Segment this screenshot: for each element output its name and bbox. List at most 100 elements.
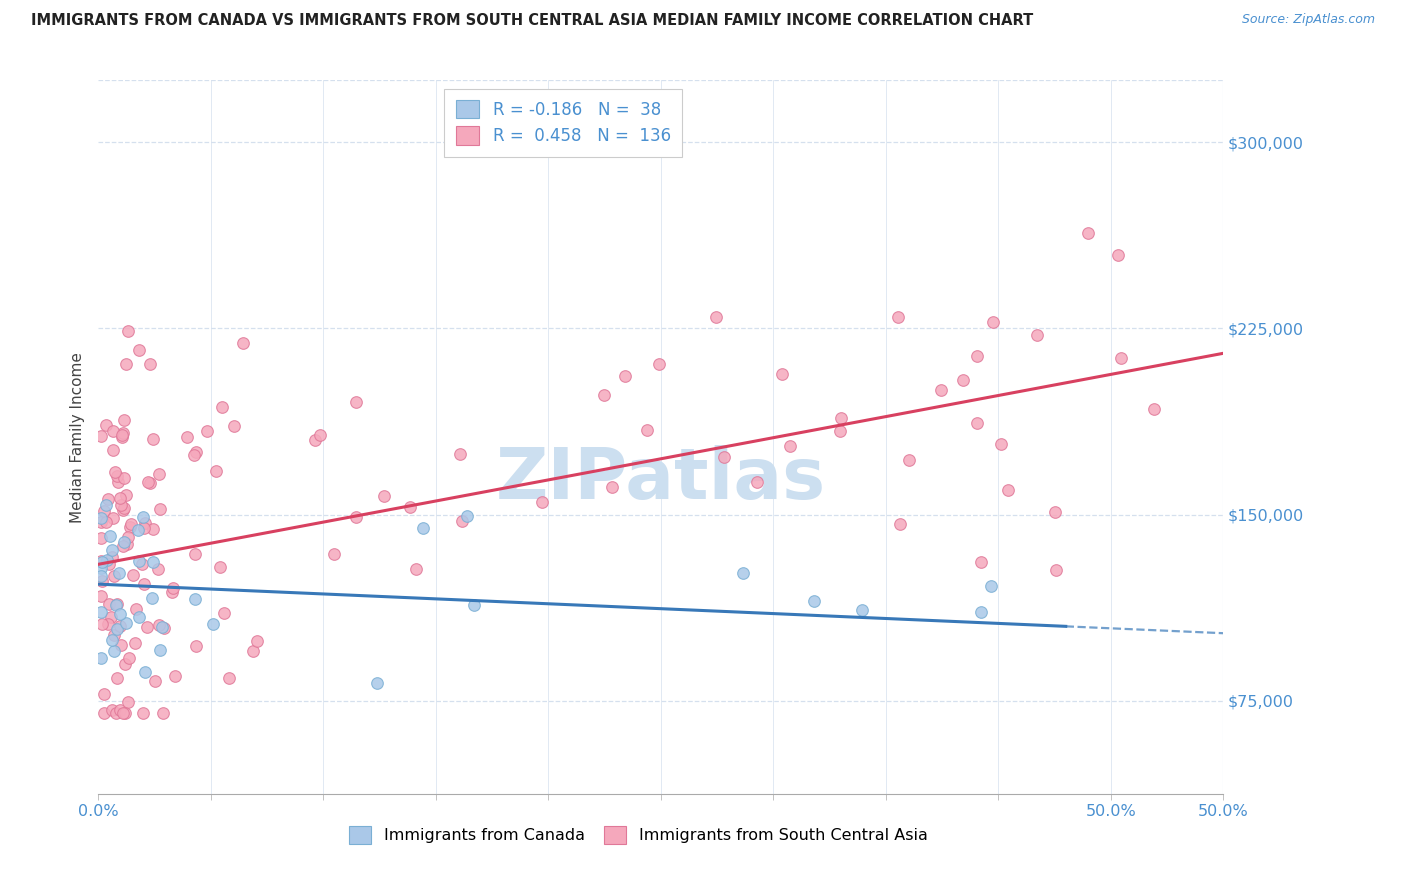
Point	[1142, 401, 1164, 416]
Point	[981, 315, 1004, 329]
Point	[96, 553, 118, 567]
Point	[1025, 327, 1047, 342]
Point	[195, 424, 218, 438]
Point	[412, 520, 434, 534]
Point	[90, 651, 112, 665]
Point	[304, 433, 326, 447]
Point	[90, 515, 112, 529]
Point	[97, 617, 120, 632]
Point	[323, 547, 346, 561]
Point	[96, 417, 118, 432]
Point	[713, 450, 735, 465]
Point	[770, 367, 793, 381]
Point	[90, 574, 112, 589]
Point	[246, 633, 269, 648]
Point	[132, 510, 155, 524]
Point	[105, 598, 128, 612]
Point	[830, 424, 852, 438]
Point	[889, 516, 911, 531]
Point	[134, 665, 156, 679]
Point	[115, 537, 138, 551]
Point	[224, 419, 246, 434]
Point	[344, 510, 367, 524]
Point	[112, 413, 135, 427]
Point	[648, 358, 671, 372]
Point	[117, 651, 139, 665]
Point	[101, 550, 124, 565]
Point	[211, 400, 233, 414]
Point	[98, 557, 121, 571]
Point	[112, 471, 135, 485]
Point	[101, 632, 124, 647]
Point	[593, 388, 616, 402]
Y-axis label: Median Family Income: Median Family Income	[69, 351, 84, 523]
Point	[90, 511, 112, 525]
Point	[731, 566, 754, 580]
Point	[132, 706, 155, 721]
Point	[980, 579, 1002, 593]
Point	[124, 636, 146, 650]
Point	[103, 442, 125, 457]
Point	[93, 503, 115, 517]
Point	[704, 310, 727, 324]
Point	[232, 336, 254, 351]
Point	[103, 569, 125, 583]
Point	[1109, 351, 1132, 365]
Point	[366, 675, 388, 690]
Point	[112, 501, 135, 516]
Point	[90, 556, 112, 570]
Point	[308, 428, 330, 442]
Point	[214, 607, 236, 621]
Point	[134, 516, 156, 530]
Point	[117, 530, 139, 544]
Point	[898, 452, 921, 467]
Point	[127, 524, 149, 538]
Point	[98, 597, 121, 611]
Point	[108, 491, 131, 505]
Point	[149, 643, 172, 657]
Point	[120, 516, 142, 531]
Point	[530, 494, 553, 508]
Point	[90, 589, 112, 603]
Point	[97, 492, 120, 507]
Point	[103, 628, 125, 642]
Point	[150, 620, 173, 634]
Point	[139, 476, 162, 491]
Point	[600, 480, 623, 494]
Point	[148, 467, 170, 481]
Point	[636, 424, 658, 438]
Point	[990, 437, 1012, 451]
Point	[108, 703, 131, 717]
Point	[146, 562, 169, 576]
Point	[887, 310, 910, 325]
Point	[134, 577, 156, 591]
Point	[90, 561, 112, 575]
Point	[115, 615, 138, 630]
Point	[110, 607, 132, 621]
Point	[803, 593, 825, 607]
Point	[399, 500, 422, 514]
Point	[218, 671, 240, 685]
Point	[153, 621, 176, 635]
Point	[105, 706, 128, 721]
Point	[966, 349, 988, 363]
Text: ZIPatlas: ZIPatlas	[496, 445, 825, 515]
Point	[91, 616, 114, 631]
Legend: Immigrants from Canada, Immigrants from South Central Asia: Immigrants from Canada, Immigrants from …	[342, 820, 935, 850]
Point	[110, 498, 132, 512]
Point	[1077, 226, 1099, 240]
Point	[112, 706, 135, 721]
Point	[970, 555, 993, 569]
Point	[184, 547, 207, 561]
Point	[100, 702, 122, 716]
Point	[138, 475, 160, 489]
Point	[112, 534, 135, 549]
Point	[142, 523, 165, 537]
Point	[90, 428, 112, 442]
Point	[128, 554, 150, 568]
Point	[176, 430, 198, 444]
Point	[183, 448, 205, 462]
Point	[1043, 506, 1066, 520]
Point	[108, 619, 131, 633]
Point	[124, 602, 146, 616]
